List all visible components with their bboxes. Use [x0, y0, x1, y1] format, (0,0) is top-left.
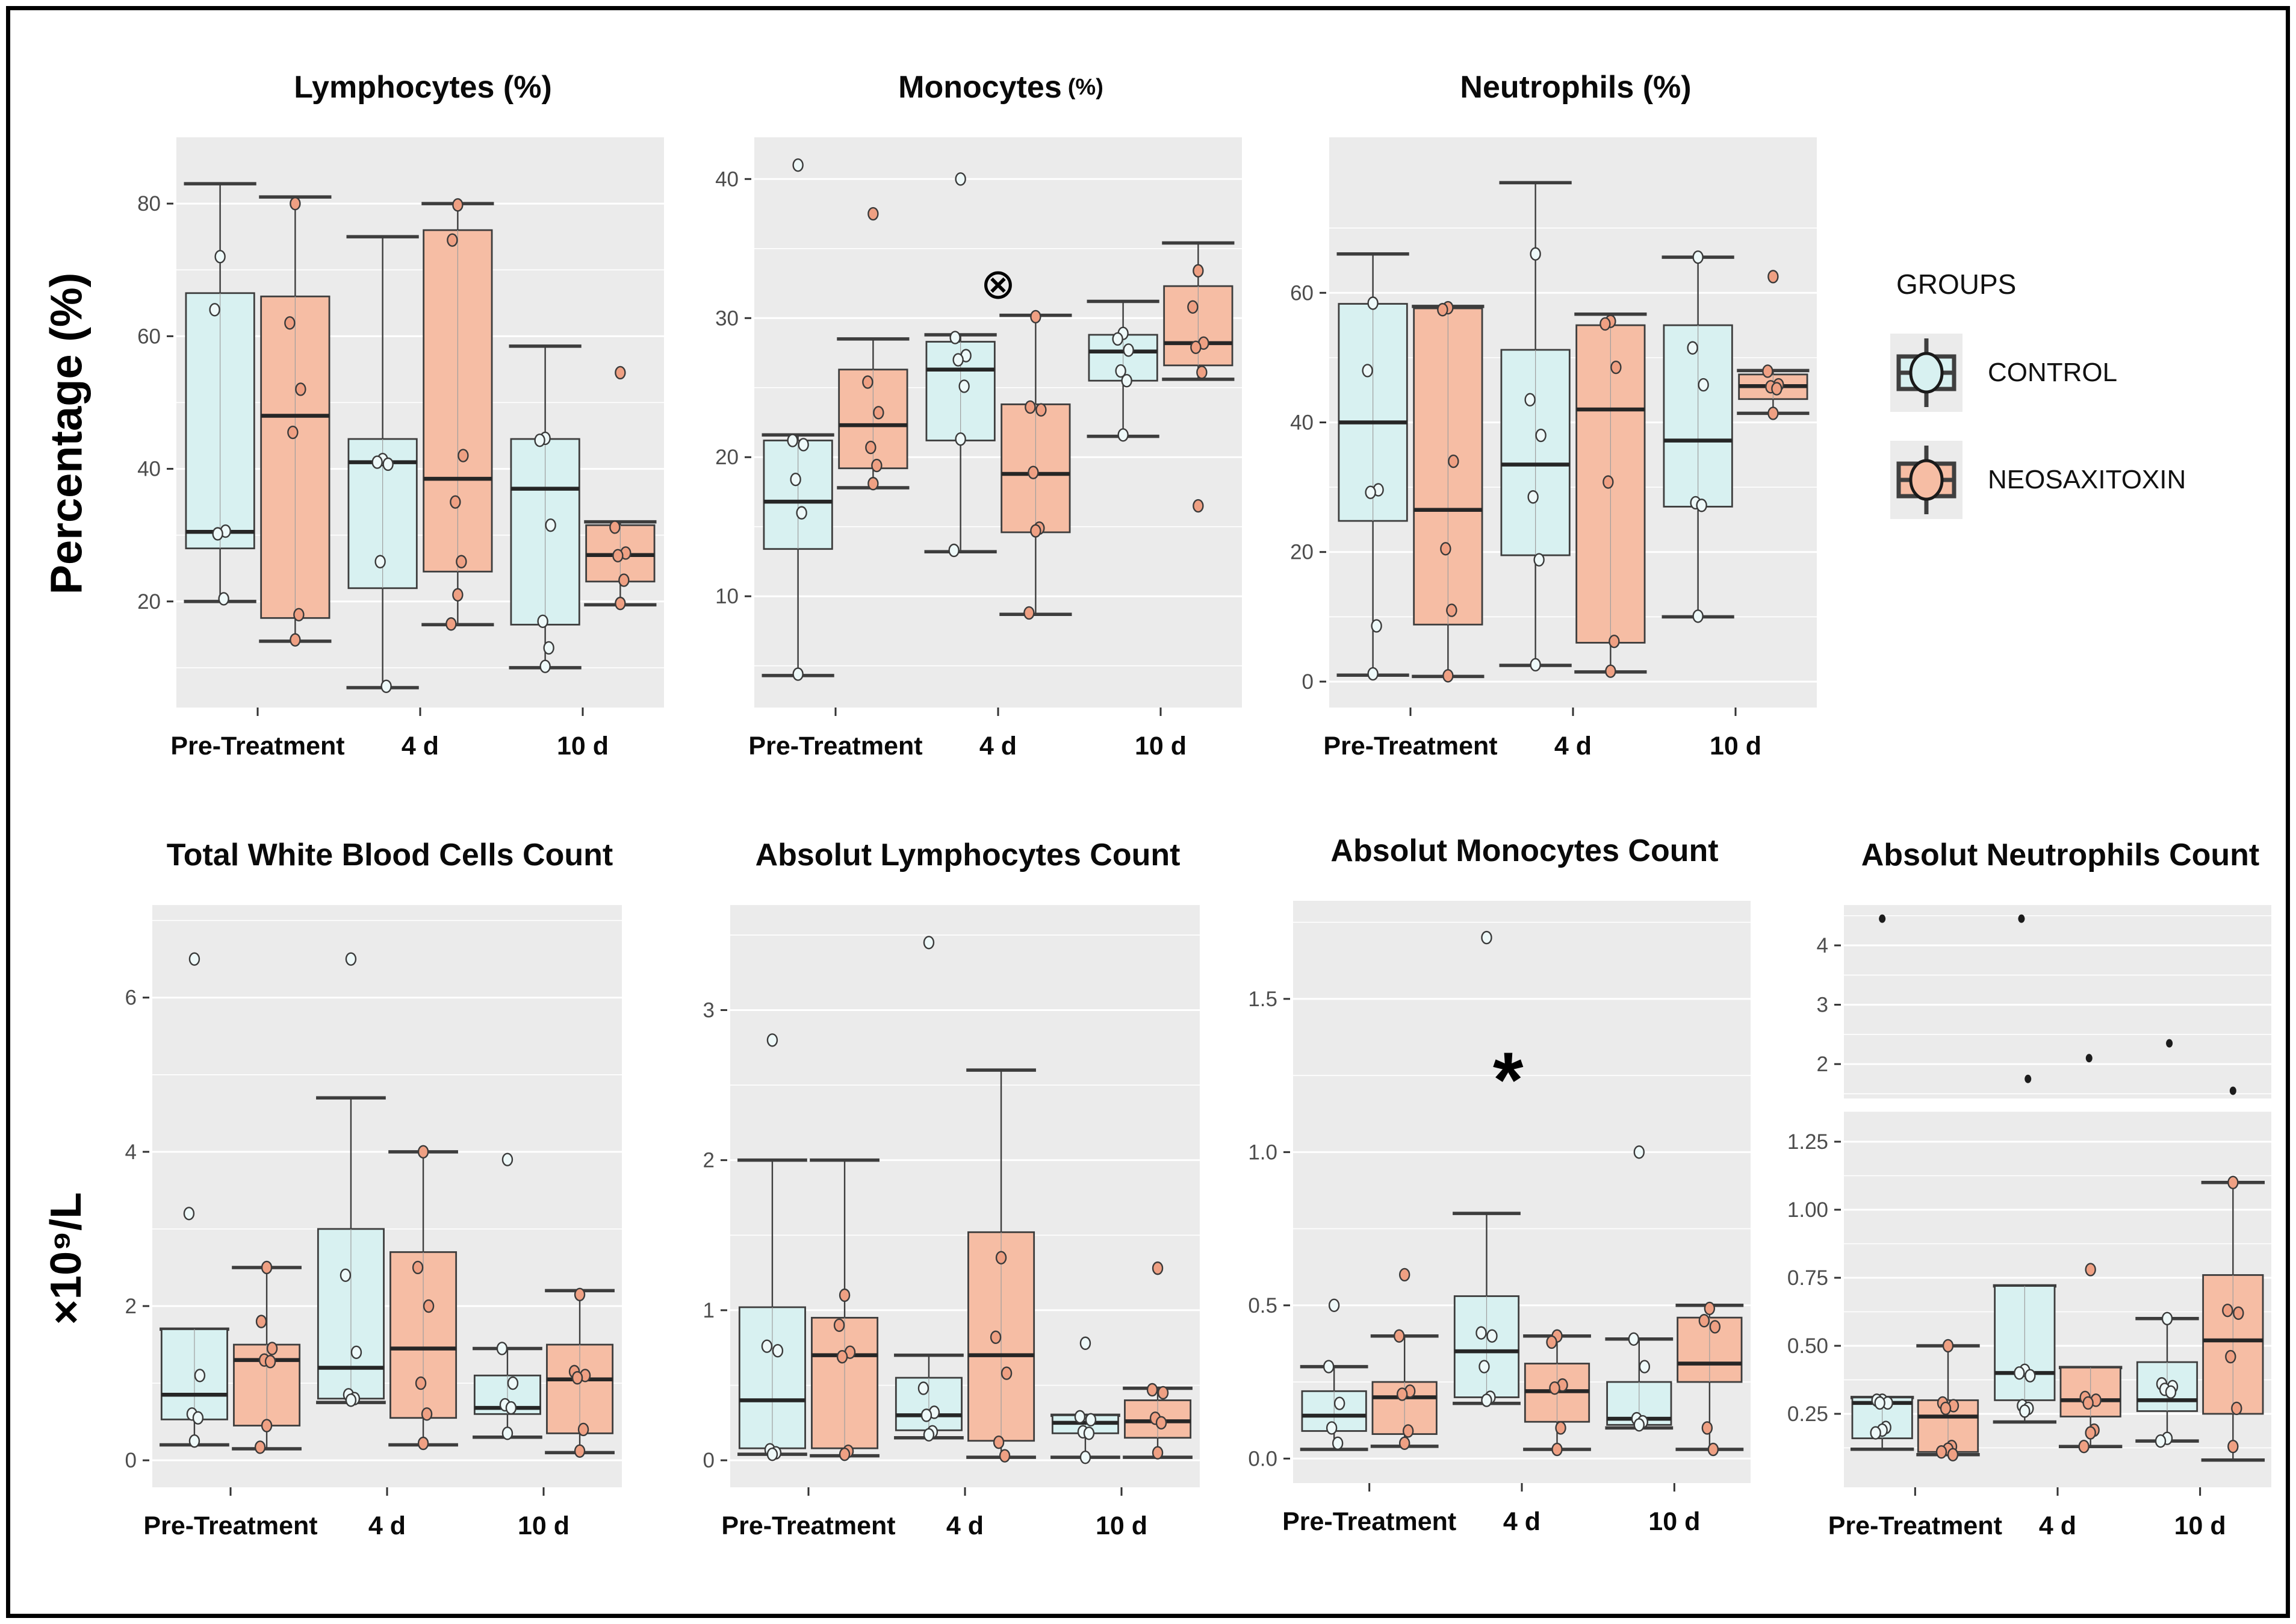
- svg-text:20: 20: [715, 446, 739, 469]
- svg-text:60: 60: [137, 325, 161, 348]
- svg-text:0: 0: [125, 1449, 137, 1472]
- panel-absolut-neutrophils-count: Absolut Neutrophils Count 2 3 4 0.25 0.50 0.75…: [1773, 816, 2285, 1590]
- svg-text:20: 20: [1290, 541, 1314, 564]
- svg-text:3: 3: [1817, 994, 1828, 1017]
- svg-text:60: 60: [1290, 281, 1314, 305]
- svg-text:4 d: 4 d: [2039, 1511, 2076, 1540]
- panel-title: Lymphocytes (%): [294, 70, 552, 105]
- svg-text:4 d: 4 d: [979, 732, 1017, 761]
- svg-text:10 d: 10 d: [1710, 732, 1761, 761]
- svg-text:Pre-Treatment: Pre-Treatment: [721, 1511, 895, 1540]
- svg-text:⊗: ⊗: [981, 261, 1016, 308]
- box-plot-svg: 0 20 40 60 Pre-Treatment 4 d 10 d: [1290, 137, 1817, 761]
- svg-text:Pre-Treatment: Pre-Treatment: [1828, 1511, 2002, 1540]
- svg-text:0.75: 0.75: [1787, 1266, 1828, 1290]
- svg-text:4 d: 4 d: [1503, 1507, 1540, 1536]
- legend-item-neosaxitoxin: NEOSAXITOXIN: [1890, 441, 2282, 519]
- svg-text:10 d: 10 d: [1096, 1511, 1147, 1540]
- panel-title: Total White Blood Cells Count: [166, 838, 613, 873]
- svg-text:40: 40: [1290, 411, 1314, 435]
- svg-text:0.0: 0.0: [1248, 1447, 1277, 1470]
- panel-title: Monocytes (%): [898, 70, 1103, 105]
- svg-text:2: 2: [703, 1149, 715, 1172]
- panel-title: Absolut Monocytes Count: [1330, 833, 1719, 868]
- svg-text:4: 4: [125, 1140, 137, 1164]
- svg-text:0.50: 0.50: [1787, 1334, 1828, 1358]
- svg-text:10 d: 10 d: [557, 732, 609, 761]
- boxplot-key-icon: [1890, 334, 1962, 412]
- box-plot-svg: 0.0 0.5 1.0 1.5 * Pre-Treatment 4 d 10 d: [1248, 901, 1751, 1536]
- svg-text:1.00: 1.00: [1787, 1198, 1828, 1222]
- svg-text:1.5: 1.5: [1248, 988, 1277, 1011]
- box-plot-svg: 0 2 4 6 Pre-Treatment 4 d 10 d: [125, 905, 622, 1540]
- svg-text:10 d: 10 d: [518, 1511, 569, 1540]
- svg-text:Pre-Treatment: Pre-Treatment: [170, 732, 344, 761]
- svg-text:30: 30: [715, 306, 739, 330]
- box-plot-svg: 0 1 2 3 Pre-Treatment 4 d 10 d: [703, 905, 1200, 1540]
- svg-text:80: 80: [137, 192, 161, 216]
- svg-text:1.0: 1.0: [1248, 1140, 1277, 1164]
- panel-absolut-lymphocytes-count: Absolut Lymphocytes Count 0 1 2 3 Pre-Treatme…: [659, 816, 1213, 1590]
- svg-text:10 d: 10 d: [2174, 1511, 2226, 1540]
- panel-title: Absolut Neutrophils Count: [1861, 838, 2260, 873]
- svg-text:20: 20: [137, 590, 161, 614]
- svg-text:4 d: 4 d: [368, 1511, 406, 1540]
- svg-text:4 d: 4 d: [1554, 732, 1592, 761]
- boxplot-key-icon: [1890, 441, 1962, 519]
- legend-label-control: CONTROL: [1988, 358, 2118, 387]
- svg-text:1.25: 1.25: [1787, 1130, 1828, 1154]
- svg-text:10: 10: [715, 585, 739, 608]
- box-plot-svg: 2 3 4 0.25 0.50 0.75 1.00 1.25 Pre-Treatment 4 d 1…: [1787, 905, 2271, 1540]
- svg-text:*: *: [1493, 1036, 1524, 1124]
- legend-item-control: CONTROL: [1890, 334, 2282, 412]
- svg-text:4 d: 4 d: [402, 732, 439, 761]
- y-axis-label-percentage: Percentage (%): [41, 272, 92, 595]
- svg-text:6: 6: [125, 986, 137, 1010]
- svg-text:2: 2: [125, 1295, 137, 1318]
- svg-text:3: 3: [703, 998, 715, 1022]
- svg-text:10 d: 10 d: [1648, 1507, 1700, 1536]
- legend: GROUPS CONTROL NEOSAXITOXIN: [1890, 268, 2282, 548]
- box-plot-svg: 10 20 30 40 ⊗ Pre-Treatment 4 d 10 d: [715, 137, 1242, 761]
- panel-monocytes-percent: Monocytes (%) 10 20 30 40 ⊗ Pre-Treatment 4 d 10 …: [683, 48, 1255, 810]
- svg-text:1: 1: [703, 1299, 715, 1322]
- svg-text:40: 40: [137, 458, 161, 481]
- svg-text:0.5: 0.5: [1248, 1294, 1277, 1318]
- panel-total-wbc-count: Total White Blood Cells Count 0 2 4 6 Pre-Tre…: [81, 816, 635, 1590]
- svg-text:Pre-Treatment: Pre-Treatment: [143, 1511, 317, 1540]
- svg-text:Pre-Treatment: Pre-Treatment: [1282, 1507, 1456, 1536]
- panel-lymphocytes-percent: Lymphocytes (%) 20 40 60 80 Pre-Treatment 4 d 1…: [105, 48, 677, 810]
- panel-title: Neutrophils (%): [1460, 70, 1692, 105]
- svg-text:Pre-Treatment: Pre-Treatment: [1323, 732, 1497, 761]
- svg-text:10 d: 10 d: [1135, 732, 1187, 761]
- panel-title: Absolut Lymphocytes Count: [755, 838, 1181, 873]
- svg-text:2: 2: [1817, 1053, 1828, 1076]
- box-plot-svg: 20 40 60 80 Pre-Treatment 4 d 10 d: [137, 137, 664, 761]
- svg-text:0: 0: [1302, 670, 1314, 694]
- svg-text:0: 0: [703, 1449, 715, 1472]
- svg-text:4: 4: [1817, 934, 1828, 957]
- panel-absolut-monocytes-count: Absolut Monocytes Count 0.0 0.5 1.0 1.5 * Pre-…: [1222, 812, 1764, 1585]
- legend-label-neosaxitoxin: NEOSAXITOXIN: [1988, 465, 2186, 494]
- svg-text:40: 40: [715, 167, 739, 191]
- panel-neutrophils-percent: Neutrophils (%) 0 20 40 60 Pre-Treatment 4 d 10…: [1258, 48, 1830, 810]
- legend-title: GROUPS: [1896, 269, 2017, 300]
- svg-text:4 d: 4 d: [946, 1511, 984, 1540]
- svg-text:0.25: 0.25: [1787, 1402, 1828, 1426]
- svg-text:Pre-Treatment: Pre-Treatment: [748, 732, 922, 761]
